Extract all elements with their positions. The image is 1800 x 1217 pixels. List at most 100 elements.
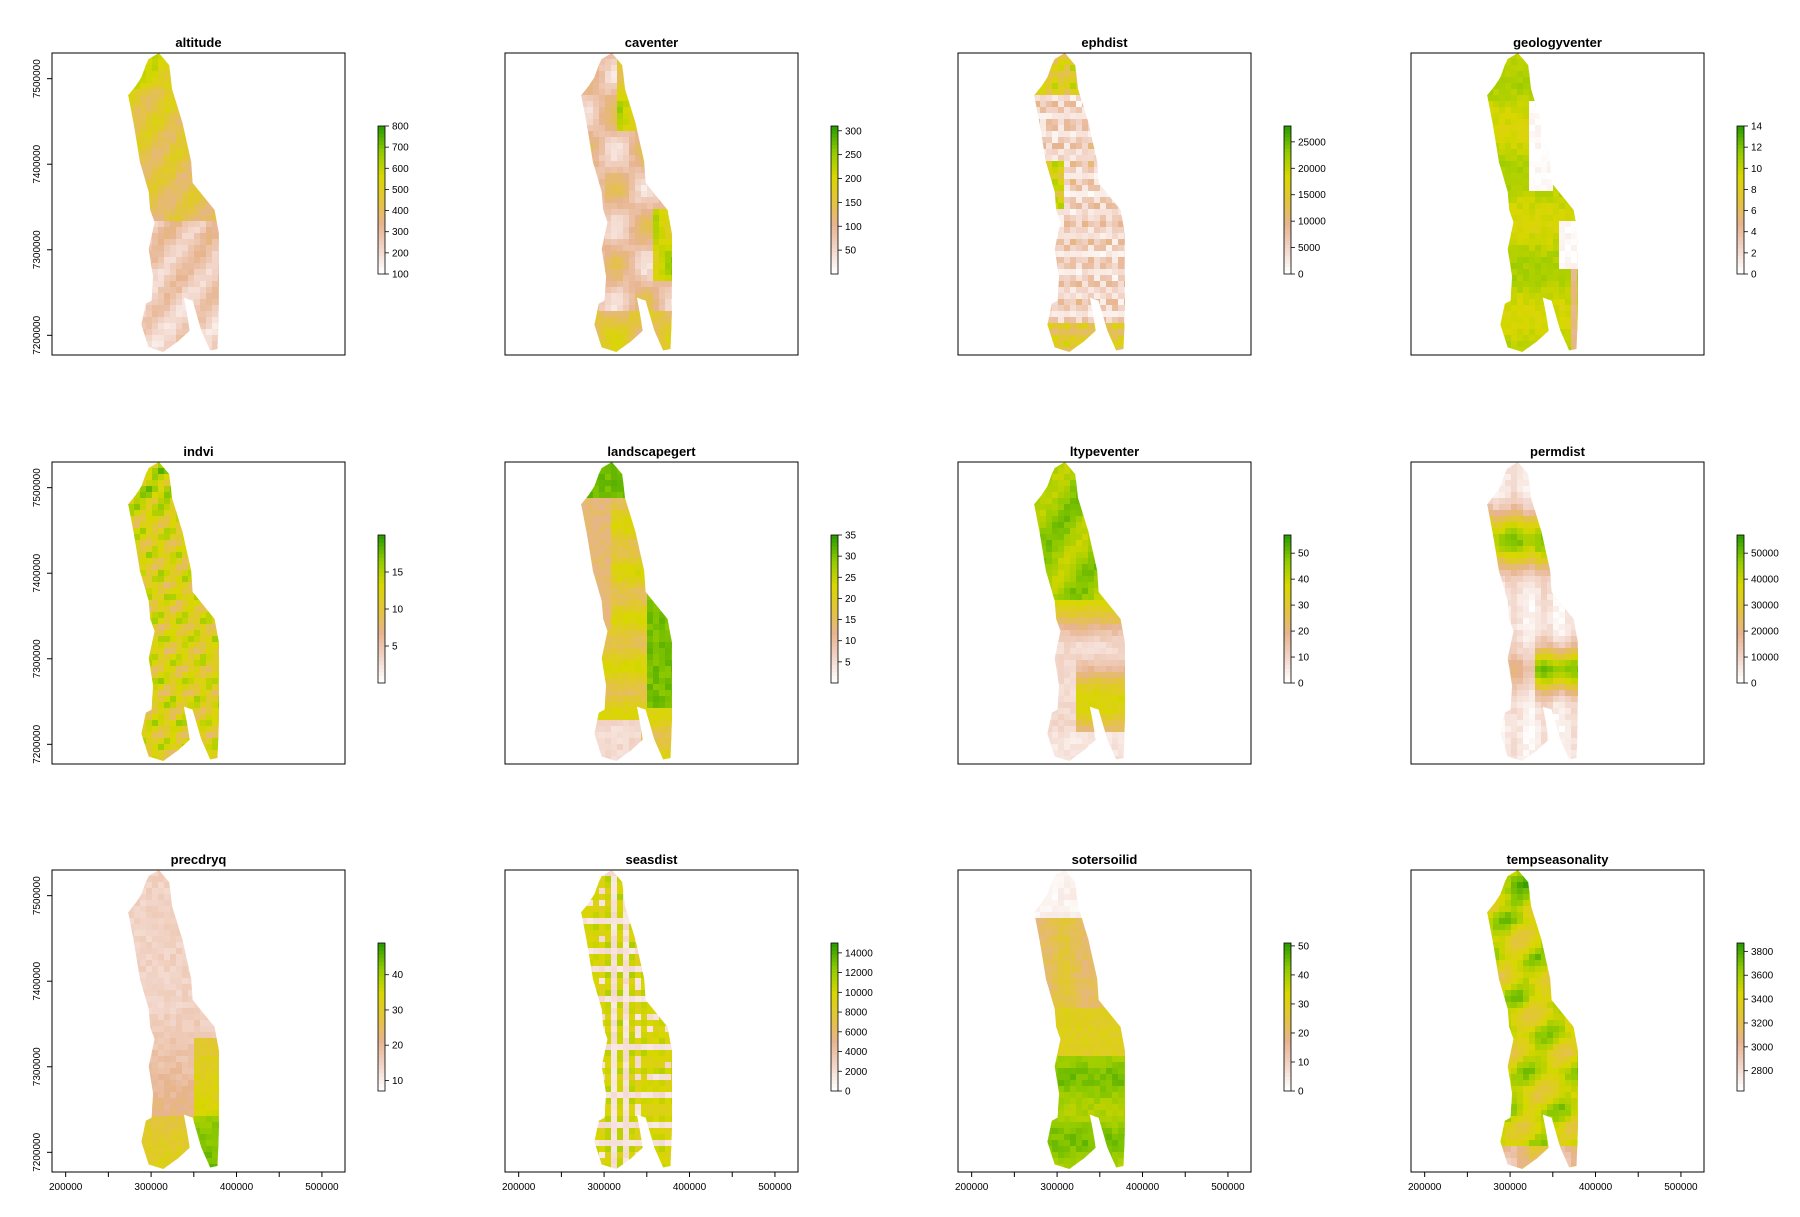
- legend-colorbar: 0 2 4 6 8 10 12 14: [1736, 122, 1763, 281]
- legend-tick-label: 25000: [1298, 137, 1326, 148]
- raster-cells: [581, 870, 672, 1169]
- plot-frame: [51, 52, 346, 356]
- plot-frame: [504, 869, 799, 1173]
- legend-colorbar: 2800 3000 3200 3400 3600 3800: [1736, 942, 1774, 1092]
- plot-frame: [51, 461, 346, 765]
- legend-tick-label: 250: [845, 150, 862, 161]
- legend-tick-label: 40000: [1751, 575, 1779, 586]
- plot-frame: [957, 461, 1252, 765]
- y-tick-label: 7500000: [32, 876, 43, 915]
- map-panel-precdryq: precdryq 7200000 7300000 7400000 7500000 2000…: [32, 852, 404, 1193]
- legend-tick-label: 30: [1298, 999, 1310, 1010]
- x-tick-label: 300000: [1493, 1182, 1527, 1193]
- raster-cells: [128, 53, 219, 352]
- legend-colorbar: 50 100 150 200 250 300: [830, 125, 862, 275]
- plot-frame: [504, 461, 799, 765]
- plot-frame: [51, 869, 346, 1173]
- panel-title: altitude: [175, 35, 221, 50]
- raster-cells: [1487, 462, 1578, 761]
- legend-tick-label: 5: [392, 642, 398, 653]
- x-tick-label: 400000: [1126, 1182, 1160, 1193]
- x-tick-label: 400000: [673, 1182, 707, 1193]
- legend-tick-label: 15000: [1298, 190, 1326, 201]
- legend-tick-label: 20000: [1751, 627, 1779, 638]
- legend-colorbar: 100 200 300 400 500 600 700 800: [377, 122, 409, 281]
- y-tick-label: 7200000: [32, 724, 43, 763]
- raster-cells: [1034, 870, 1125, 1169]
- legend-tick-label: 20000: [1298, 164, 1326, 175]
- raster-cells: [128, 870, 219, 1169]
- legend-tick-label: 40: [392, 970, 404, 981]
- raster-cells: [1034, 53, 1125, 352]
- legend-tick-label: 4000: [845, 1047, 868, 1058]
- x-tick-label: 200000: [502, 1182, 536, 1193]
- legend-tick-label: 25: [845, 573, 857, 584]
- legend-tick-label: 10000: [1751, 653, 1779, 664]
- plot-frame: [1410, 869, 1705, 1173]
- y-tick-label: 7400000: [32, 553, 43, 592]
- legend-tick-label: 30000: [1751, 601, 1779, 612]
- panel-title: landscapegert: [607, 444, 696, 459]
- panel-title: seasdist: [625, 852, 678, 867]
- legend-tick-label: 200: [845, 174, 862, 185]
- panel-title: geologyventer: [1513, 35, 1602, 50]
- x-tick-label: 400000: [1579, 1182, 1613, 1193]
- raster-cells: [581, 53, 672, 352]
- legend-tick-label: 10: [392, 605, 404, 616]
- legend-tick-label: 20: [1298, 627, 1310, 638]
- y-tick-label: 7300000: [32, 1047, 43, 1086]
- x-tick-label: 500000: [758, 1182, 792, 1193]
- x-tick-label: 300000: [1040, 1182, 1074, 1193]
- legend-tick-label: 10: [1298, 653, 1310, 664]
- legend-tick-label: 20: [845, 594, 857, 605]
- legend-tick-label: 10: [845, 636, 857, 647]
- legend-tick-label: 0: [1751, 270, 1757, 281]
- y-tick-label: 7200000: [32, 1132, 43, 1171]
- map-panel-geologyventer: geologyventer 0 2 4 6 8 10 12 14: [1410, 35, 1763, 356]
- legend-tick-label: 10: [392, 1076, 404, 1087]
- legend-tick-label: 2: [1751, 248, 1757, 259]
- legend-colorbar: 5 10 15 20 25 30 35: [830, 531, 857, 684]
- legend-tick-label: 14: [1751, 122, 1763, 133]
- plot-frame: [957, 52, 1252, 356]
- panel-title: ltypeventer: [1070, 444, 1139, 459]
- x-tick-label: 300000: [587, 1182, 621, 1193]
- y-tick-label: 7400000: [32, 961, 43, 1000]
- x-tick-label: 200000: [49, 1182, 83, 1193]
- y-tick-label: 7500000: [32, 59, 43, 98]
- legend-tick-label: 3800: [1751, 947, 1774, 958]
- legend-tick-label: 50: [1298, 549, 1310, 560]
- panel-title: precdryq: [171, 852, 227, 867]
- raster-cells: [128, 462, 219, 761]
- panel-title: permdist: [1530, 444, 1586, 459]
- legend-tick-label: 0: [1298, 679, 1304, 690]
- map-panel-sotersoilid: sotersoilid 200000 300000 400000 500000 0 10 20…: [955, 852, 1310, 1193]
- legend-tick-label: 0: [1298, 270, 1304, 281]
- legend-tick-label: 300: [845, 126, 862, 137]
- legend-tick-label: 12000: [845, 968, 873, 979]
- legend-tick-label: 10: [1298, 1057, 1310, 1068]
- map-panel-seasdist: seasdist 200000 300000 400000 500000 0 2000 400…: [502, 852, 873, 1193]
- plot-frame: [1410, 461, 1705, 765]
- x-tick-label: 200000: [1408, 1182, 1442, 1193]
- legend-tick-label: 30: [392, 1005, 404, 1016]
- raster-cells: [1487, 870, 1578, 1169]
- x-tick-label: 200000: [955, 1182, 989, 1193]
- panel-title: indvi: [183, 444, 213, 459]
- legend-tick-label: 5: [845, 657, 851, 668]
- y-tick-label: 7200000: [32, 315, 43, 354]
- legend-tick-label: 0: [845, 1087, 851, 1098]
- map-panel-landscapegert: landscapegert 5 10 15 20 25 30 35: [504, 444, 857, 765]
- y-tick-label: 7300000: [32, 639, 43, 678]
- legend-tick-label: 800: [392, 122, 409, 133]
- x-tick-label: 500000: [1664, 1182, 1698, 1193]
- legend-tick-label: 30: [1298, 601, 1310, 612]
- map-panel-tempseasonality: tempseasonality 200000 300000 400000 500000 2…: [1408, 852, 1774, 1193]
- legend-tick-label: 50: [1298, 941, 1310, 952]
- legend-tick-label: 4: [1751, 227, 1757, 238]
- legend-tick-label: 3400: [1751, 995, 1774, 1006]
- legend-tick-label: 14000: [845, 948, 873, 959]
- legend-tick-label: 100: [845, 222, 862, 233]
- plot-frame: [1410, 52, 1705, 356]
